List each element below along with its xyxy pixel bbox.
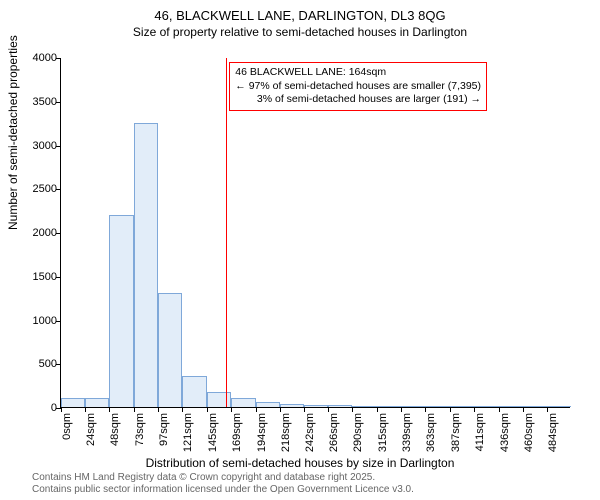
y-tick-mark [56, 146, 61, 147]
x-tick-mark [425, 407, 426, 412]
x-tick-label: 242sqm [304, 413, 316, 452]
annotation-line: 3% of semi-detached houses are larger (1… [235, 93, 481, 107]
histogram-bar [61, 398, 85, 407]
y-tick-mark [56, 58, 61, 59]
x-tick-label: 266sqm [328, 413, 340, 452]
x-tick-mark [280, 407, 281, 412]
histogram-bar [182, 376, 206, 407]
x-tick-mark [207, 407, 208, 412]
x-tick-mark [85, 407, 86, 412]
x-tick-mark [328, 407, 329, 412]
histogram-bar [352, 406, 377, 407]
x-tick-label: 0sqm [61, 413, 73, 440]
histogram-bar [425, 406, 449, 407]
x-tick-mark [352, 407, 353, 412]
y-tick-mark [56, 277, 61, 278]
x-tick-mark [547, 407, 548, 412]
footer-line-1: Contains HM Land Registry data © Crown c… [32, 472, 414, 484]
x-tick-mark [231, 407, 232, 412]
x-tick-label: 194sqm [256, 413, 268, 452]
x-tick-mark [134, 407, 135, 412]
histogram-bar [377, 406, 401, 407]
x-tick-label: 169sqm [231, 413, 243, 452]
x-tick-label: 48sqm [109, 413, 121, 446]
x-tick-label: 145sqm [207, 413, 219, 452]
x-tick-mark [450, 407, 451, 412]
y-tick-mark [56, 321, 61, 322]
histogram-bar [523, 406, 547, 407]
x-tick-label: 121sqm [182, 413, 194, 452]
annotation-box: 46 BLACKWELL LANE: 164sqm← 97% of semi-d… [229, 62, 487, 111]
y-tick-label: 4000 [33, 52, 57, 64]
y-tick-label: 500 [39, 358, 57, 370]
footer-line-2: Contains public sector information licen… [32, 484, 414, 496]
y-tick-label: 2000 [33, 227, 57, 239]
y-tick-mark [56, 102, 61, 103]
histogram-bar [85, 398, 109, 407]
x-tick-mark [182, 407, 183, 412]
histogram-bar [280, 404, 304, 408]
y-tick-mark [56, 233, 61, 234]
y-tick-label: 3000 [33, 140, 57, 152]
x-tick-label: 97sqm [158, 413, 170, 446]
x-tick-mark [158, 407, 159, 412]
chart-area: 050010001500200025003000350040000sqm24sq… [60, 58, 570, 408]
x-axis-label: Distribution of semi-detached houses by … [0, 456, 600, 470]
x-tick-mark [61, 407, 62, 412]
x-tick-mark [474, 407, 475, 412]
chart-title: 46, BLACKWELL LANE, DARLINGTON, DL3 8QG [0, 0, 600, 23]
histogram-bar [450, 406, 474, 407]
x-tick-label: 315sqm [377, 413, 389, 452]
x-tick-mark [499, 407, 500, 412]
x-tick-label: 436sqm [499, 413, 511, 452]
annotation-line: 46 BLACKWELL LANE: 164sqm [235, 66, 481, 80]
chart-footer: Contains HM Land Registry data © Crown c… [32, 472, 414, 496]
x-tick-mark [304, 407, 305, 412]
marker-line [226, 58, 227, 407]
y-axis-label: Number of semi-detached properties [6, 35, 20, 230]
histogram-bar [158, 293, 182, 407]
y-tick-label: 2500 [33, 183, 57, 195]
x-tick-label: 73sqm [134, 413, 146, 446]
y-tick-label: 1500 [33, 271, 57, 283]
histogram-bar [134, 123, 158, 407]
histogram-bar [499, 406, 523, 407]
histogram-bar [109, 215, 134, 408]
plot-region: 050010001500200025003000350040000sqm24sq… [60, 58, 570, 408]
x-tick-label: 24sqm [85, 413, 97, 446]
x-tick-label: 387sqm [450, 413, 462, 452]
histogram-bar [231, 398, 256, 407]
x-tick-mark [377, 407, 378, 412]
chart-subtitle: Size of property relative to semi-detach… [0, 23, 600, 39]
histogram-bar [401, 406, 425, 407]
x-tick-mark [256, 407, 257, 412]
annotation-line: ← 97% of semi-detached houses are smalle… [235, 80, 481, 94]
y-tick-mark [56, 189, 61, 190]
y-tick-mark [56, 364, 61, 365]
histogram-bar [474, 406, 499, 407]
x-tick-label: 460sqm [523, 413, 535, 452]
x-tick-mark [109, 407, 110, 412]
y-tick-label: 1000 [33, 315, 57, 327]
histogram-bar [256, 402, 280, 407]
y-tick-label: 3500 [33, 96, 57, 108]
x-tick-label: 484sqm [547, 413, 559, 452]
histogram-bar [547, 406, 571, 407]
histogram-bar [328, 405, 352, 407]
x-tick-mark [523, 407, 524, 412]
x-tick-label: 411sqm [474, 413, 486, 451]
x-tick-label: 363sqm [425, 413, 437, 452]
histogram-bar [207, 392, 231, 407]
x-tick-mark [401, 407, 402, 412]
x-tick-label: 218sqm [280, 413, 292, 452]
x-tick-label: 339sqm [401, 413, 413, 452]
histogram-bar [304, 405, 328, 407]
x-tick-label: 290sqm [352, 413, 364, 452]
chart-container: 46, BLACKWELL LANE, DARLINGTON, DL3 8QG … [0, 0, 600, 500]
